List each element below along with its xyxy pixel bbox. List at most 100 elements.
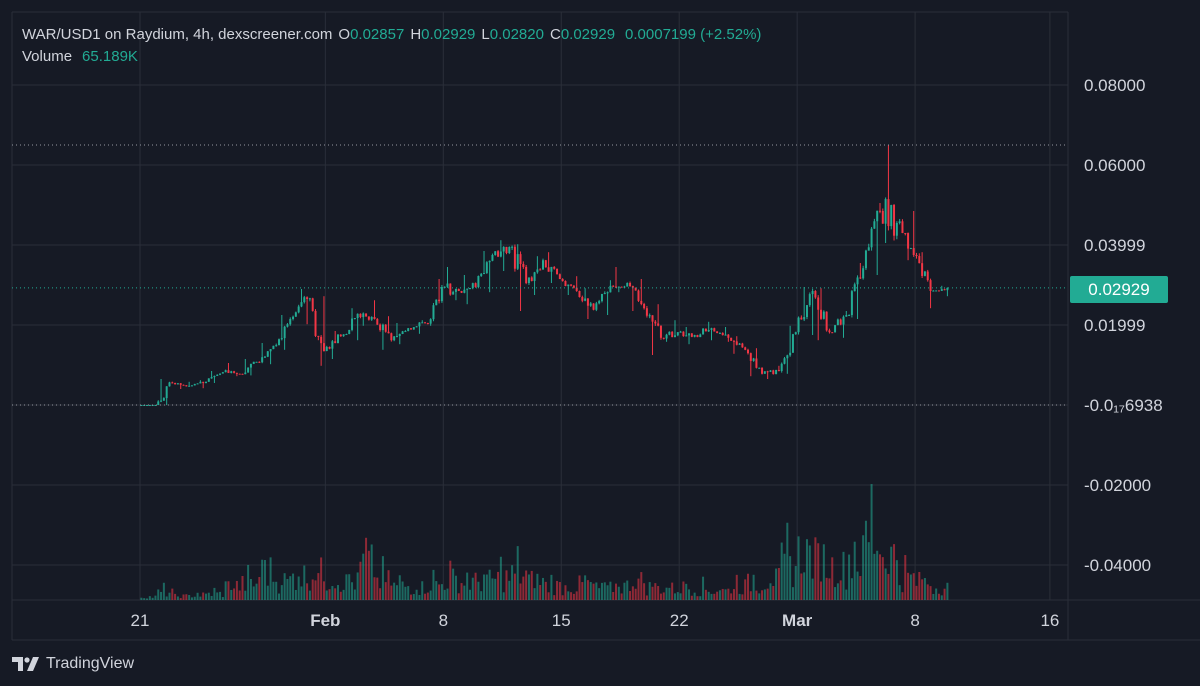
candle xyxy=(278,338,281,346)
candle xyxy=(140,405,143,406)
candle xyxy=(763,371,766,374)
legend-volume-label[interactable]: Volume xyxy=(22,48,73,65)
candle xyxy=(786,354,789,374)
y-tick-label: -0.02000 xyxy=(1084,476,1151,495)
x-tick-label: 21 xyxy=(131,611,150,630)
volume-bar xyxy=(300,586,303,600)
y-axis[interactable]: 0.08000 0.06000 0.03999 0.01999 -0.0₁₇6938 -0… xyxy=(1084,76,1163,575)
volume-bar xyxy=(836,583,839,600)
candle xyxy=(533,271,536,295)
candle xyxy=(887,145,890,231)
candle-body xyxy=(342,334,345,337)
volume-bar xyxy=(249,579,252,600)
volume-bar xyxy=(612,591,615,600)
candle-body xyxy=(146,405,149,406)
volume-bar xyxy=(648,582,651,600)
volume-bar xyxy=(325,590,328,600)
volume-bar xyxy=(401,581,404,600)
candle xyxy=(879,203,881,214)
candle xyxy=(808,292,811,307)
candle xyxy=(556,268,559,275)
candle xyxy=(867,243,870,251)
candle-body xyxy=(171,382,174,384)
volume-bar xyxy=(407,586,410,600)
volume-bar xyxy=(533,588,536,600)
volume-bar xyxy=(671,582,674,600)
volume-bar xyxy=(735,574,738,600)
candle xyxy=(494,251,497,256)
tradingview-branding[interactable]: TradingView xyxy=(12,652,134,676)
legend-symbol[interactable]: WAR/USD1 on Raydium, 4h, dexscreener.com xyxy=(22,26,333,43)
volume-bar xyxy=(688,589,691,600)
candle xyxy=(474,282,477,288)
volume-bar xyxy=(480,591,483,600)
candle xyxy=(713,327,716,332)
candle-body xyxy=(379,324,382,331)
volume-bar xyxy=(435,581,438,600)
candle xyxy=(322,296,325,352)
candle-body xyxy=(193,383,196,386)
candle-body xyxy=(556,268,559,275)
volume-bar xyxy=(457,593,460,600)
candle-body xyxy=(196,383,199,385)
candle xyxy=(834,324,837,333)
volume-bar xyxy=(393,582,396,600)
volume-bar xyxy=(915,585,918,600)
candle-body xyxy=(480,273,483,277)
volume-bar xyxy=(544,581,547,600)
candle xyxy=(171,381,174,384)
candle xyxy=(339,334,342,337)
candle-body xyxy=(325,346,328,351)
candle-body xyxy=(921,263,924,276)
volume-bar xyxy=(811,578,814,600)
volume-bar xyxy=(713,593,716,600)
candle-body xyxy=(474,283,477,287)
candle-body xyxy=(654,321,657,324)
candle xyxy=(381,323,384,350)
volume-bar xyxy=(556,580,559,600)
candle-body xyxy=(421,322,424,324)
candle-body xyxy=(233,371,236,373)
candle xyxy=(637,289,640,302)
candle-body xyxy=(373,316,376,319)
candle-body xyxy=(637,290,640,301)
volume-bar xyxy=(511,565,514,600)
candle xyxy=(589,301,592,307)
candle xyxy=(188,381,191,387)
volume-bar xyxy=(432,569,435,600)
candle-body xyxy=(567,284,570,287)
candle xyxy=(483,251,486,275)
x-axis[interactable]: 21 Feb 8 15 22 Mar 8 16 xyxy=(131,611,1060,630)
candle-body xyxy=(929,280,932,291)
candle xyxy=(317,335,320,341)
volume-bar xyxy=(780,542,783,600)
volume-bar xyxy=(230,589,233,600)
candle-body xyxy=(322,343,325,351)
y-tick-label: 0.03999 xyxy=(1084,236,1145,255)
volume-bar xyxy=(724,589,727,600)
volume-bar xyxy=(174,593,177,600)
candle xyxy=(803,287,806,322)
candle-body xyxy=(432,305,435,320)
volume-bar xyxy=(320,557,323,600)
volume-bar xyxy=(483,574,486,600)
volume-bar xyxy=(297,576,300,600)
candle-body xyxy=(499,251,502,257)
candle-body xyxy=(699,334,702,338)
candle-body xyxy=(522,264,525,267)
candle-body xyxy=(280,338,283,340)
y-tick-label: 0.08000 xyxy=(1084,76,1145,95)
candle-body xyxy=(631,286,634,288)
candle xyxy=(943,288,946,291)
candle xyxy=(497,250,500,258)
volume-bar xyxy=(148,596,151,600)
volume-bar xyxy=(365,537,368,600)
x-tick-label: 8 xyxy=(439,611,448,630)
candle-body xyxy=(353,318,356,320)
candle-body xyxy=(761,367,764,374)
volume-bar xyxy=(527,574,530,600)
candle xyxy=(940,285,943,291)
candle xyxy=(791,333,794,353)
candle xyxy=(508,246,511,255)
